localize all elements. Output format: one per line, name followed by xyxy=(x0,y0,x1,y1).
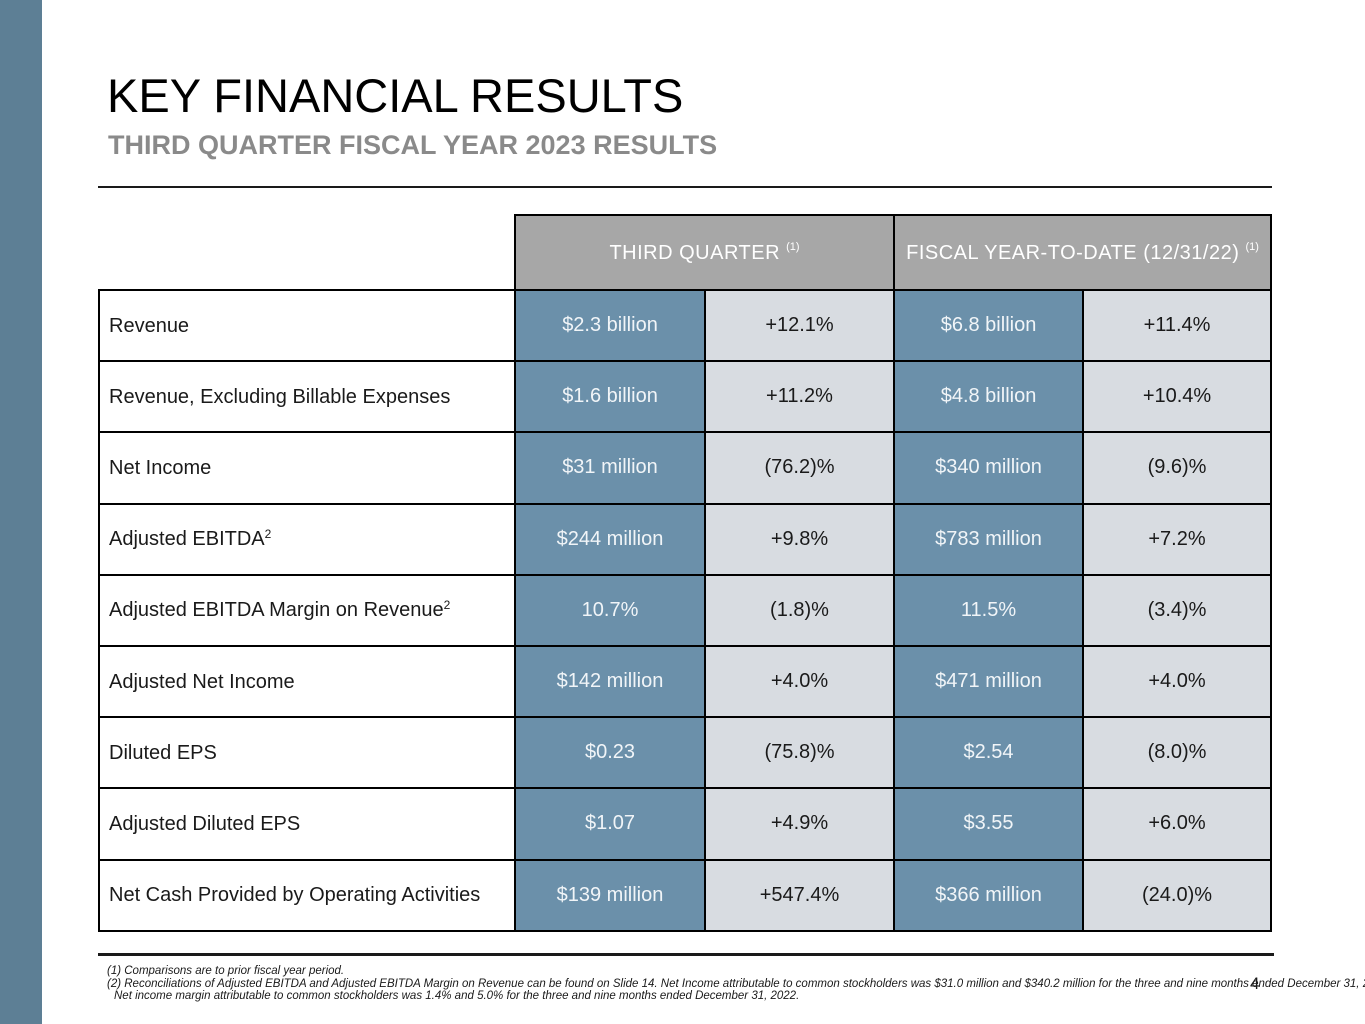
header-blank-cell xyxy=(99,215,515,290)
third-quarter-value-cell: $244 million xyxy=(514,502,706,576)
header-third-quarter-footnote-ref: (1) xyxy=(786,240,800,253)
metric-label-cell: Adjusted Diluted EPS xyxy=(98,787,516,861)
page-title: KEY FINANCIAL RESULTS xyxy=(107,69,684,122)
fiscal-ytd-change-cell: (9.6)% xyxy=(1082,431,1273,505)
third-quarter-value-cell: $2.3 billion xyxy=(514,288,706,363)
header-third-quarter-label: THIRD QUARTER xyxy=(609,241,781,264)
table-body: Revenue $2.3 billion +12.1% $6.8 billion… xyxy=(98,288,1273,932)
footnote-2: (2) Reconciliations of Adjusted EBITDA a… xyxy=(107,977,1365,990)
table-row: Diluted EPS $0.23 (75.8)% $2.54 (8.0)% xyxy=(98,716,1273,790)
third-quarter-change-cell: +9.8% xyxy=(703,502,896,576)
table-row: Net Income $31 million (76.2)% $340 mill… xyxy=(98,431,1273,505)
footnote-1: (1) Comparisons are to prior fiscal year… xyxy=(107,965,345,977)
left-accent-bar xyxy=(0,0,42,1024)
third-quarter-value-cell: $139 million xyxy=(514,858,706,932)
metric-footnote-ref: 2 xyxy=(264,527,272,542)
metric-label-cell: Net Cash Provided by Operating Activitie… xyxy=(98,858,516,932)
metric-label: Net Income xyxy=(109,456,212,479)
metric-label: Adjusted Net Income xyxy=(109,670,295,693)
metric-label: Revenue, Excluding Billable Expenses xyxy=(109,385,451,408)
fiscal-ytd-change-cell: (3.4)% xyxy=(1082,573,1273,647)
metric-label-cell: Adjusted EBITDA2 xyxy=(98,502,516,576)
fiscal-ytd-change-cell: +10.4% xyxy=(1082,360,1273,434)
third-quarter-value-cell: $31 million xyxy=(514,431,706,505)
metric-label-cell: Adjusted EBITDA Margin on Revenue2 xyxy=(98,573,516,647)
metric-label-cell: Revenue xyxy=(98,288,516,363)
fiscal-ytd-value-cell: $4.8 billion xyxy=(893,360,1085,434)
fiscal-ytd-value-cell: $2.54 xyxy=(893,716,1085,790)
footnote-divider-line xyxy=(98,953,1274,956)
table-row: Adjusted EBITDA2 $244 million +9.8% $783… xyxy=(98,502,1273,576)
table-row: Net Cash Provided by Operating Activitie… xyxy=(98,858,1273,932)
header-fiscal-ytd: FISCAL YEAR-TO-DATE (12/31/22) (1) xyxy=(893,214,1273,291)
metric-label-cell: Adjusted Net Income xyxy=(98,644,516,719)
header-row: THIRD QUARTER (1) FISCAL YEAR-TO-DATE (1… xyxy=(99,214,1273,291)
metric-footnote-ref: 2 xyxy=(443,598,451,613)
third-quarter-value-cell: $0.23 xyxy=(514,716,706,790)
title-divider-line xyxy=(98,186,1272,188)
third-quarter-change-cell: +11.2% xyxy=(703,360,896,434)
third-quarter-change-cell: (1.8)% xyxy=(703,573,896,647)
fiscal-ytd-value-cell: $366 million xyxy=(893,858,1085,932)
table-row: Revenue, Excluding Billable Expenses $1.… xyxy=(98,360,1273,434)
fiscal-ytd-value-cell: $340 million xyxy=(893,431,1085,505)
fiscal-ytd-value-cell: 11.5% xyxy=(893,573,1085,647)
metric-label-cell: Revenue, Excluding Billable Expenses xyxy=(98,360,516,434)
fiscal-ytd-value-cell: $3.55 xyxy=(893,787,1085,861)
fiscal-ytd-change-cell: +7.2% xyxy=(1082,502,1273,576)
metric-label-cell: Net Income xyxy=(98,431,516,505)
third-quarter-value-cell: $142 million xyxy=(514,644,706,719)
metric-label: Adjusted EBITDA xyxy=(109,528,265,551)
third-quarter-change-cell: +4.9% xyxy=(703,787,896,861)
financial-results-table: THIRD QUARTER (1) FISCAL YEAR-TO-DATE (1… xyxy=(98,214,1273,932)
third-quarter-value-cell: 10.7% xyxy=(514,573,706,647)
footnote-2-continued: Net income margin attributable to common… xyxy=(114,990,800,1002)
metric-label: Diluted EPS xyxy=(109,741,217,764)
header-fiscal-ytd-footnote-ref: (1) xyxy=(1245,240,1259,253)
metric-label: Revenue xyxy=(109,314,190,337)
fiscal-ytd-change-cell: +11.4% xyxy=(1082,288,1273,363)
fiscal-ytd-value-cell: $471 million xyxy=(893,644,1085,719)
fiscal-ytd-value-cell: $6.8 billion xyxy=(893,288,1085,363)
metric-label-cell: Diluted EPS xyxy=(98,716,516,790)
table-header: THIRD QUARTER (1) FISCAL YEAR-TO-DATE (1… xyxy=(99,214,1273,291)
page-subtitle: THIRD QUARTER FISCAL YEAR 2023 RESULTS xyxy=(108,130,718,160)
third-quarter-value-cell: $1.6 billion xyxy=(514,360,706,434)
metric-label: Adjusted EBITDA Margin on Revenue xyxy=(109,599,444,622)
third-quarter-change-cell: (75.8)% xyxy=(703,716,896,790)
table-row: Adjusted EBITDA Margin on Revenue2 10.7%… xyxy=(98,573,1273,647)
third-quarter-change-cell: +547.4% xyxy=(703,858,896,932)
metric-label: Net Cash Provided by Operating Activitie… xyxy=(109,884,481,907)
metric-label: Adjusted Diluted EPS xyxy=(109,812,301,835)
fiscal-ytd-change-cell: (8.0)% xyxy=(1082,716,1273,790)
third-quarter-value-cell: $1.07 xyxy=(514,787,706,861)
page-number: 4 xyxy=(1250,974,1260,993)
fiscal-ytd-change-cell: +4.0% xyxy=(1082,644,1273,719)
third-quarter-change-cell: +12.1% xyxy=(703,288,896,363)
table-row: Adjusted Diluted EPS $1.07 +4.9% $3.55 +… xyxy=(98,787,1273,861)
header-fiscal-ytd-label: FISCAL YEAR-TO-DATE (12/31/22) xyxy=(906,241,1240,264)
fiscal-ytd-change-cell: +6.0% xyxy=(1082,787,1273,861)
fiscal-ytd-value-cell: $783 million xyxy=(893,502,1085,576)
table-row: Adjusted Net Income $142 million +4.0% $… xyxy=(98,644,1273,719)
third-quarter-change-cell: +4.0% xyxy=(703,644,896,719)
fiscal-ytd-change-cell: (24.0)% xyxy=(1082,858,1273,932)
third-quarter-change-cell: (76.2)% xyxy=(703,431,896,505)
table-row: Revenue $2.3 billion +12.1% $6.8 billion… xyxy=(98,288,1273,363)
footnotes: (1) Comparisons are to prior fiscal year… xyxy=(107,965,1365,1003)
header-third-quarter: THIRD QUARTER (1) xyxy=(513,214,896,291)
